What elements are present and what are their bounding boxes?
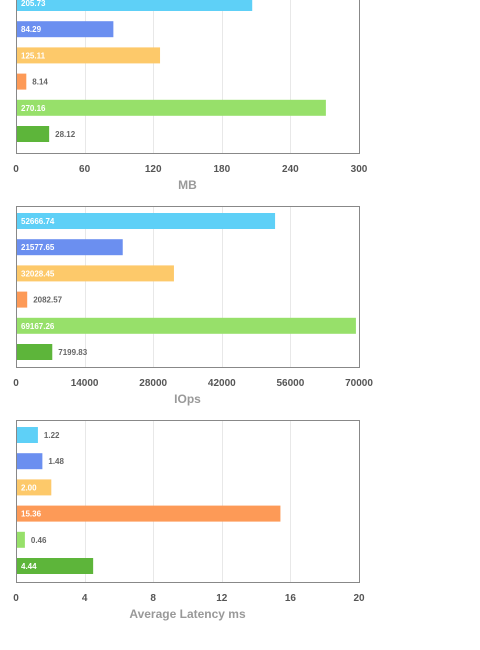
bar xyxy=(17,99,326,116)
tick-label: 0 xyxy=(13,593,19,604)
data-label: 1.22 xyxy=(44,431,60,440)
bar xyxy=(17,427,38,443)
bar xyxy=(17,344,53,360)
bar xyxy=(17,317,356,334)
tick-label: 70000 xyxy=(345,378,373,389)
bar xyxy=(17,73,27,90)
tick-label: 0 xyxy=(13,164,19,175)
data-label: 125.11 xyxy=(21,51,46,60)
tick-label: 300 xyxy=(351,164,368,175)
data-label: 84.29 xyxy=(21,25,42,34)
bar xyxy=(17,479,52,496)
tick-label: 42000 xyxy=(208,378,236,389)
tick-label: 28000 xyxy=(139,378,167,389)
bar xyxy=(17,47,161,64)
data-label: 2082.57 xyxy=(33,296,62,305)
bar xyxy=(17,0,253,11)
tick-label: 56000 xyxy=(276,378,304,389)
data-label: 28.12 xyxy=(55,130,76,139)
data-label: 2.00 xyxy=(21,483,37,492)
chart-3: 1.22 1.48 2.00 15.36 0.46 4.44 0 4 8 12 16 20 Averag… xyxy=(13,420,365,621)
axis-title: IOps xyxy=(174,392,201,406)
plot-frame xyxy=(16,206,360,368)
data-label: 270.16 xyxy=(21,104,46,113)
bar xyxy=(17,239,123,256)
tick-label: 240 xyxy=(282,164,299,175)
bar xyxy=(17,558,94,574)
tick-label: 60 xyxy=(79,164,91,175)
data-label: 21577.65 xyxy=(21,243,55,252)
data-label: 1.48 xyxy=(48,457,64,466)
chart-1: 205.73 84.29 125.11 8.14 270.16 28.12 0 60 120 18… xyxy=(13,0,368,192)
tick-label: 14000 xyxy=(71,378,99,389)
bar xyxy=(17,126,50,142)
axis-title: MB xyxy=(178,178,197,192)
bar xyxy=(17,453,43,470)
tick-label: 0 xyxy=(13,378,19,389)
data-label: 7199.83 xyxy=(58,348,87,357)
tick-label: 8 xyxy=(150,593,156,604)
bar xyxy=(17,505,281,522)
plot-frame xyxy=(16,0,360,154)
tick-label: 12 xyxy=(216,593,228,604)
data-label: 32028.45 xyxy=(21,269,55,278)
bar xyxy=(17,291,28,308)
data-label: 8.14 xyxy=(32,78,48,87)
chart-2: 52666.74 21577.65 32028.45 2082.57 69167.26 7… xyxy=(13,206,373,406)
plot-frame xyxy=(16,420,360,583)
data-label: 0.46 xyxy=(31,536,47,545)
axis-title: Average Latency ms xyxy=(129,607,246,621)
bar xyxy=(17,531,25,548)
data-label: 4.44 xyxy=(21,562,37,571)
data-label: 205.73 xyxy=(21,0,46,8)
tick-label: 120 xyxy=(145,164,162,175)
bar xyxy=(17,21,114,38)
data-label: 15.36 xyxy=(21,510,42,519)
bar xyxy=(17,265,174,282)
data-label: 69167.26 xyxy=(21,322,55,331)
data-label: 52666.74 xyxy=(21,217,55,226)
tick-label: 16 xyxy=(285,593,297,604)
tick-label: 4 xyxy=(82,593,88,604)
bar xyxy=(17,213,276,229)
tick-label: 20 xyxy=(353,593,365,604)
tick-label: 180 xyxy=(213,164,230,175)
